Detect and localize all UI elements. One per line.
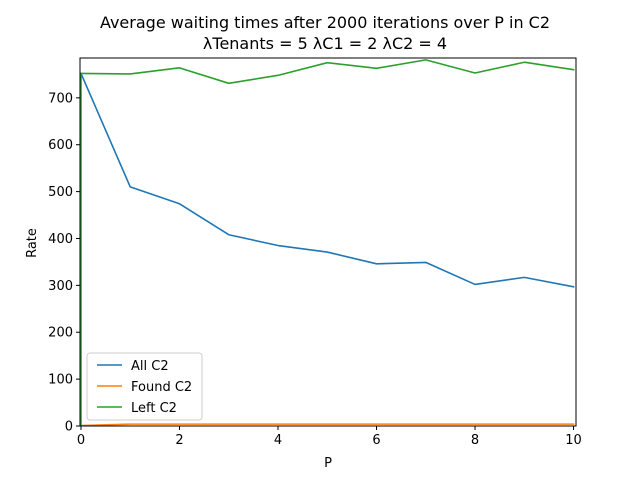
chart-title: Average waiting times after 2000 iterati… (100, 13, 550, 32)
y-axis-ticks: 0 100 200 300 400 500 600 700 (48, 91, 80, 435)
y-axis-label: Rate (25, 228, 40, 258)
legend-label-left-c2: Left C2 (131, 401, 177, 416)
x-tick-label: 4 (274, 433, 282, 448)
x-axis-ticks: 0 2 4 6 8 10 (77, 426, 582, 448)
series-group (79, 59, 575, 427)
series-line-all-c2 (79, 72, 575, 288)
y-tick-label: 500 (48, 185, 73, 200)
y-tick-label: 200 (48, 326, 73, 341)
y-tick-label: 600 (48, 138, 73, 153)
series-line-found-c2 (80, 423, 575, 427)
legend-label-found-c2: Found C2 (131, 380, 192, 395)
y-tick-label: 300 (48, 279, 73, 294)
x-tick-label: 8 (471, 433, 479, 448)
y-tick-label: 400 (48, 232, 73, 247)
series-line-left-c2 (80, 59, 575, 85)
legend: All C2 Found C2 Left C2 (86, 352, 203, 421)
chart-subtitle: λTenants = 5 λC1 = 2 λC2 = 4 (203, 34, 447, 53)
x-tick-label: 6 (372, 433, 380, 448)
y-tick-label: 700 (48, 91, 73, 106)
x-axis-label: P (324, 456, 332, 471)
x-tick-label: 0 (77, 433, 85, 448)
plot-frame (79, 57, 577, 427)
x-tick-label: 10 (565, 433, 582, 448)
y-tick-label: 0 (65, 420, 73, 435)
x-tick-label: 2 (175, 433, 183, 448)
legend-box (86, 352, 203, 421)
y-tick-label: 100 (48, 373, 73, 388)
legend-label-all-c2: All C2 (131, 359, 169, 374)
